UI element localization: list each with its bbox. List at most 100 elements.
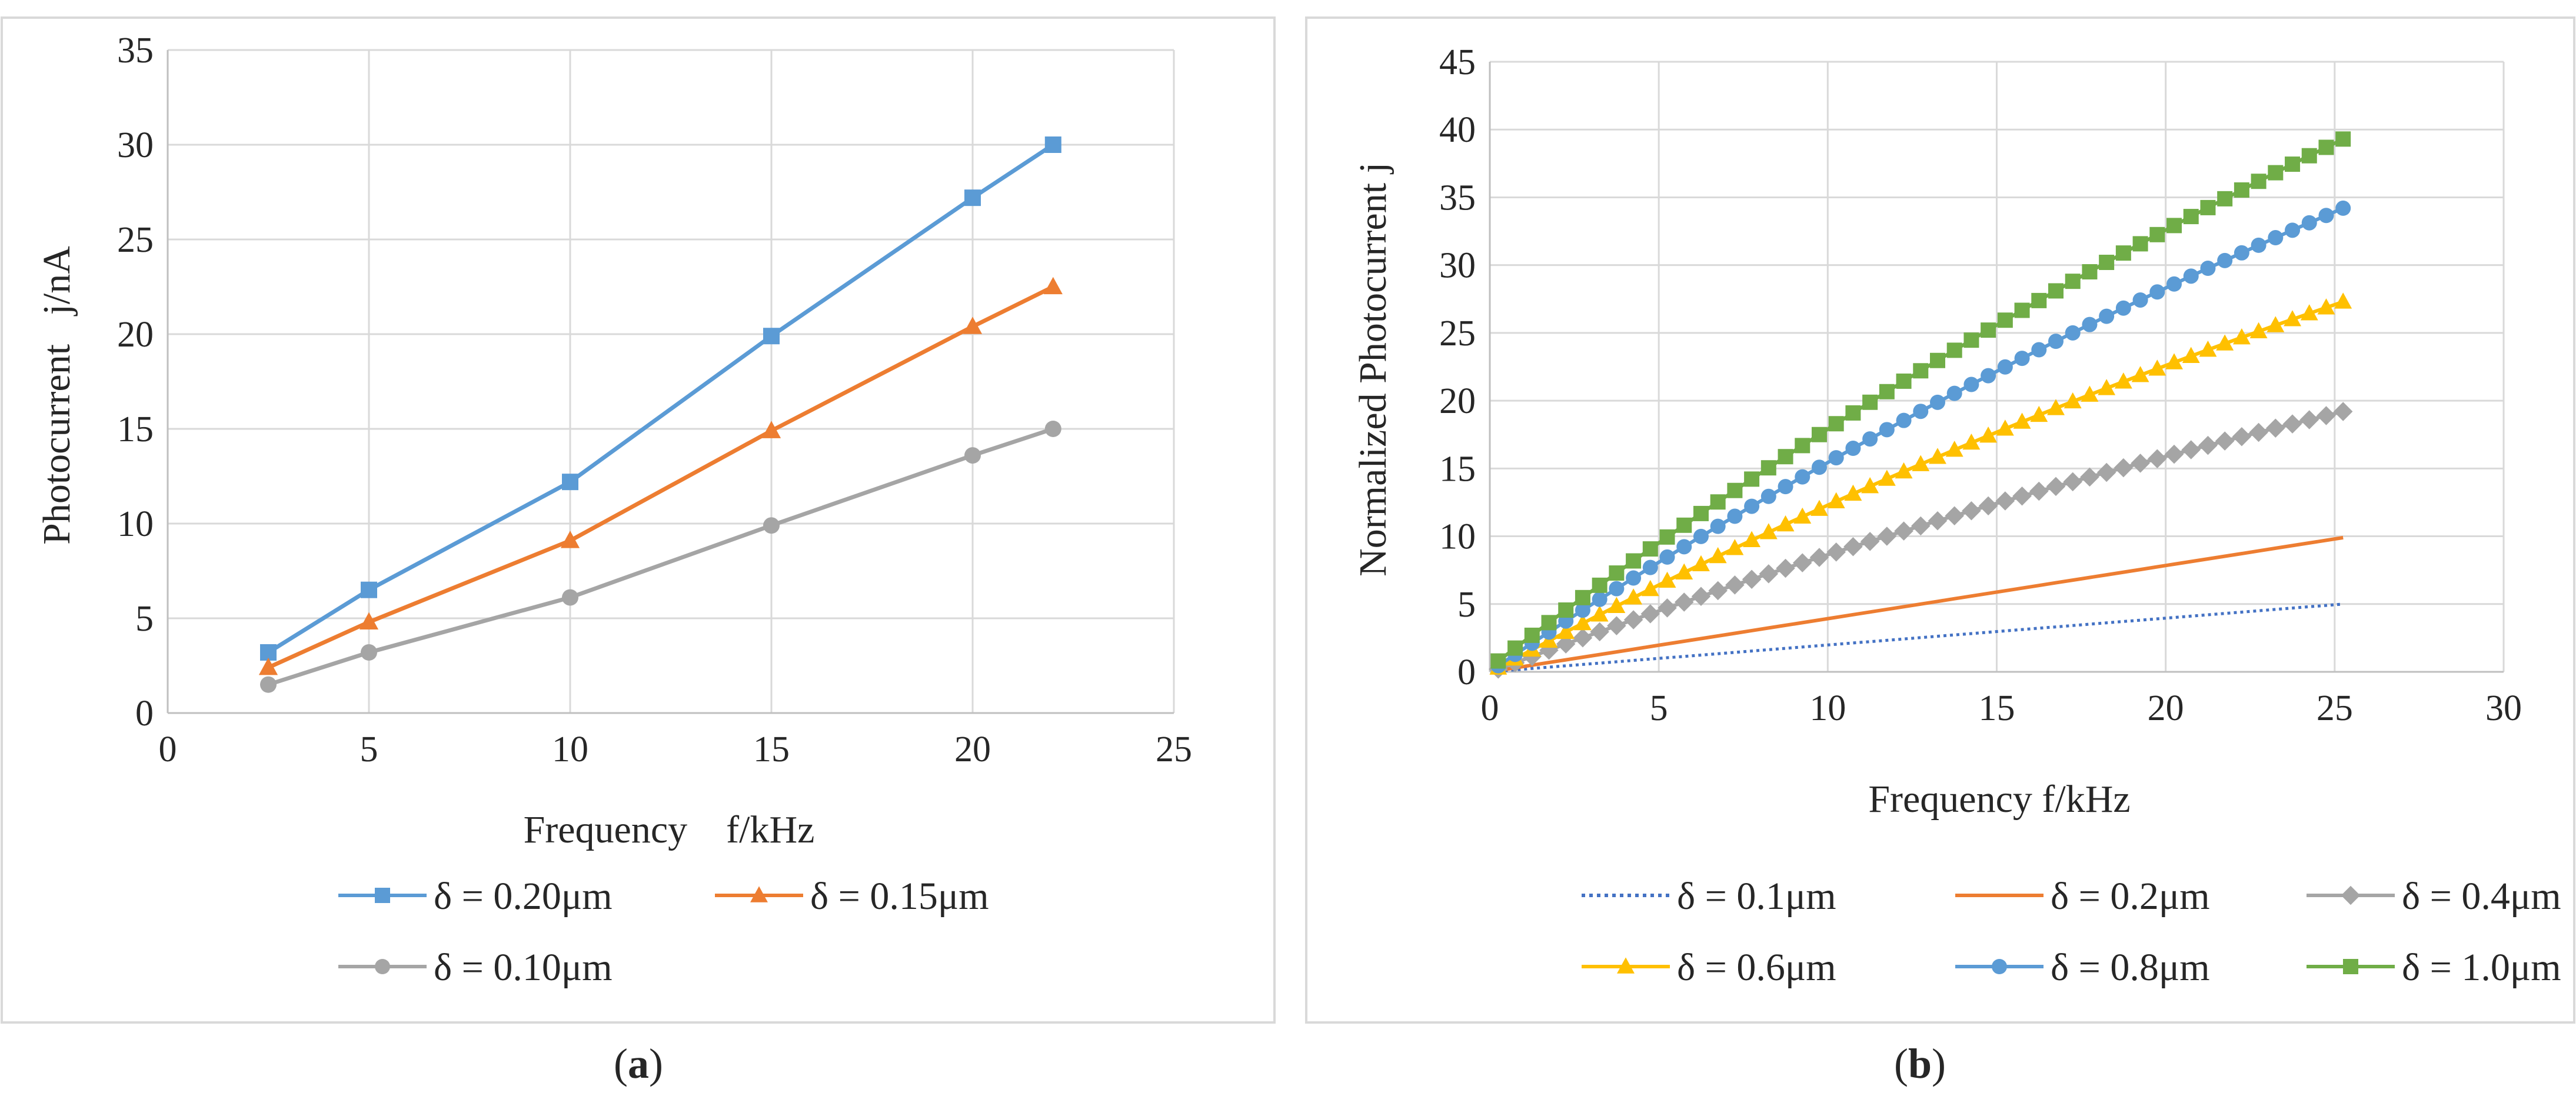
chart-b-data-point bbox=[1675, 563, 1693, 579]
chart-b-y-tick-label: 30 bbox=[1439, 246, 1476, 286]
chart-b-data-point bbox=[1642, 559, 1658, 575]
chart-b-data-point bbox=[1946, 342, 1962, 358]
chart-a-legend: δ = 0.20μm δ = 0.15μm δ = 0.10μm bbox=[338, 875, 989, 989]
chart-b-legend-item: δ = 0.2μm bbox=[1955, 875, 2210, 918]
chart-b-data-point bbox=[1946, 385, 1962, 401]
chart-b-data-point bbox=[1776, 558, 1795, 578]
chart-b-data-point bbox=[2299, 410, 2319, 429]
chart-b-data-point bbox=[1759, 523, 1778, 539]
chart-b-data-point bbox=[1809, 548, 1829, 567]
chart-b-data-point bbox=[2317, 298, 2335, 315]
chart-b-data-point bbox=[2013, 412, 2031, 429]
chart-b-data-point bbox=[2012, 486, 2032, 506]
chart-b-data-point bbox=[2217, 191, 2233, 206]
chart-b-data-point bbox=[2249, 422, 2268, 442]
chart-a-x-tick-label: 10 bbox=[552, 729, 588, 769]
chart-b-data-point bbox=[1692, 555, 1710, 572]
chart-b-data-point bbox=[1575, 589, 1590, 605]
caption-b-open: ( bbox=[1894, 1040, 1908, 1087]
chart-b-data-point bbox=[1962, 434, 1981, 450]
chart-b-data-point bbox=[1828, 450, 1844, 466]
chart-b-series-5 bbox=[1490, 131, 2351, 669]
chart-b-legend-item: δ = 0.4μm bbox=[2307, 875, 2561, 918]
chart-b-series-line bbox=[1498, 602, 2344, 673]
chart-b-data-point bbox=[1709, 547, 1727, 564]
chart-b-data-point bbox=[1895, 462, 1913, 479]
chart-b-data-point bbox=[1826, 542, 1846, 562]
chart-b-data-point bbox=[2232, 328, 2251, 345]
caption-a-close: ) bbox=[649, 1040, 663, 1087]
chart-a-legend-label: δ = 0.15μm bbox=[810, 875, 989, 918]
chart-b-data-point bbox=[1963, 332, 1979, 348]
chart-b-data-point bbox=[2065, 325, 2081, 341]
caption-a: (a) bbox=[614, 1040, 663, 1087]
chart-b-data-point bbox=[1623, 610, 1643, 629]
chart-b-data-point bbox=[2335, 200, 2351, 216]
chart-b-data-point bbox=[1978, 496, 1998, 516]
chart-b-data-point bbox=[2114, 372, 2132, 389]
chart-b-data-point bbox=[2318, 139, 2334, 155]
chart-b-data-point bbox=[1691, 587, 1711, 606]
chart-b-data-point bbox=[1896, 412, 1912, 428]
chart-b-data-point bbox=[1963, 377, 1979, 392]
chart-b-data-point bbox=[1626, 570, 1642, 586]
chart-b-data-point bbox=[1676, 517, 1692, 533]
chart-b-data-point bbox=[1742, 569, 1762, 589]
chart-b-data-point bbox=[2149, 226, 2165, 242]
chart-b-y-tick-label: 10 bbox=[1439, 517, 1476, 557]
chart-b-plot-area bbox=[1489, 131, 2353, 679]
chart-b-data-point bbox=[1659, 529, 1675, 545]
chart-b-legend-marker bbox=[2343, 959, 2358, 974]
chart-a-frame bbox=[1, 16, 1276, 1024]
chart-a-data-point bbox=[964, 447, 981, 464]
chart-b-data-point bbox=[1862, 431, 1878, 447]
chart-b-data-point bbox=[1710, 494, 1726, 510]
chart-b-legend-marker bbox=[1992, 959, 2007, 974]
chart-b-y-tick-label: 45 bbox=[1439, 42, 1476, 82]
chart-b-data-point bbox=[1641, 579, 1659, 597]
chart-b-data-point bbox=[1828, 416, 1844, 432]
chart-b-data-point bbox=[1913, 404, 1929, 419]
chart-b-data-point bbox=[1845, 405, 1861, 421]
chart-a-x-tick-label: 0 bbox=[159, 729, 177, 769]
chart-b-data-point bbox=[1912, 455, 1930, 471]
chart-b-data-point bbox=[1659, 549, 1675, 565]
chart-b-data-point bbox=[1997, 312, 2013, 328]
chart-b-legend-marker bbox=[2341, 885, 2361, 905]
chart-b-data-point bbox=[2014, 351, 2030, 367]
chart-a-legend-item: δ = 0.15μm bbox=[715, 875, 989, 918]
chart-b-data-point bbox=[2048, 334, 2064, 349]
chart-b-data-point bbox=[1658, 598, 1677, 618]
chart-b-data-point bbox=[2132, 292, 2148, 308]
chart-b-data-point bbox=[1997, 359, 2013, 375]
chart-b-data-point bbox=[1490, 653, 1506, 669]
chart-b-data-point bbox=[2114, 458, 2134, 478]
chart-b-series-2 bbox=[1489, 402, 2353, 679]
chart-b-data-point bbox=[1979, 427, 1998, 443]
chart-b-data-point bbox=[1625, 588, 1643, 605]
chart-b-y-tick-label: 15 bbox=[1439, 449, 1476, 489]
chart-b-data-point bbox=[1795, 438, 1810, 454]
chart-b-data-point bbox=[1929, 394, 1945, 410]
chart-a-data-point bbox=[260, 676, 277, 693]
chart-a-data-point bbox=[1044, 136, 1061, 153]
chart-a-data-point bbox=[361, 644, 377, 661]
chart-b-data-point bbox=[1877, 527, 1897, 546]
chart-a-data-point bbox=[361, 581, 377, 598]
chart-b-data-point bbox=[1541, 615, 1557, 631]
chart-b-data-point bbox=[2166, 218, 2182, 234]
chart-b-data-point bbox=[1674, 592, 1694, 612]
chart-b-data-point bbox=[1811, 459, 1827, 475]
chart-a-y-tick-label: 15 bbox=[117, 409, 154, 449]
chart-b-data-point bbox=[1945, 506, 1964, 525]
chart-b-data-point bbox=[2215, 431, 2235, 451]
chart-a-data-point bbox=[964, 189, 981, 206]
chart-b-data-point bbox=[1981, 368, 1996, 384]
chart-b-data-point bbox=[2082, 317, 2098, 332]
chart-b-data-point bbox=[2267, 316, 2285, 332]
chart-b-data-point bbox=[2200, 199, 2216, 215]
chart-b-data-point bbox=[2268, 165, 2284, 181]
chart-b-legend-label: δ = 0.4μm bbox=[2402, 875, 2561, 918]
chart-b-data-point bbox=[2029, 481, 2049, 501]
